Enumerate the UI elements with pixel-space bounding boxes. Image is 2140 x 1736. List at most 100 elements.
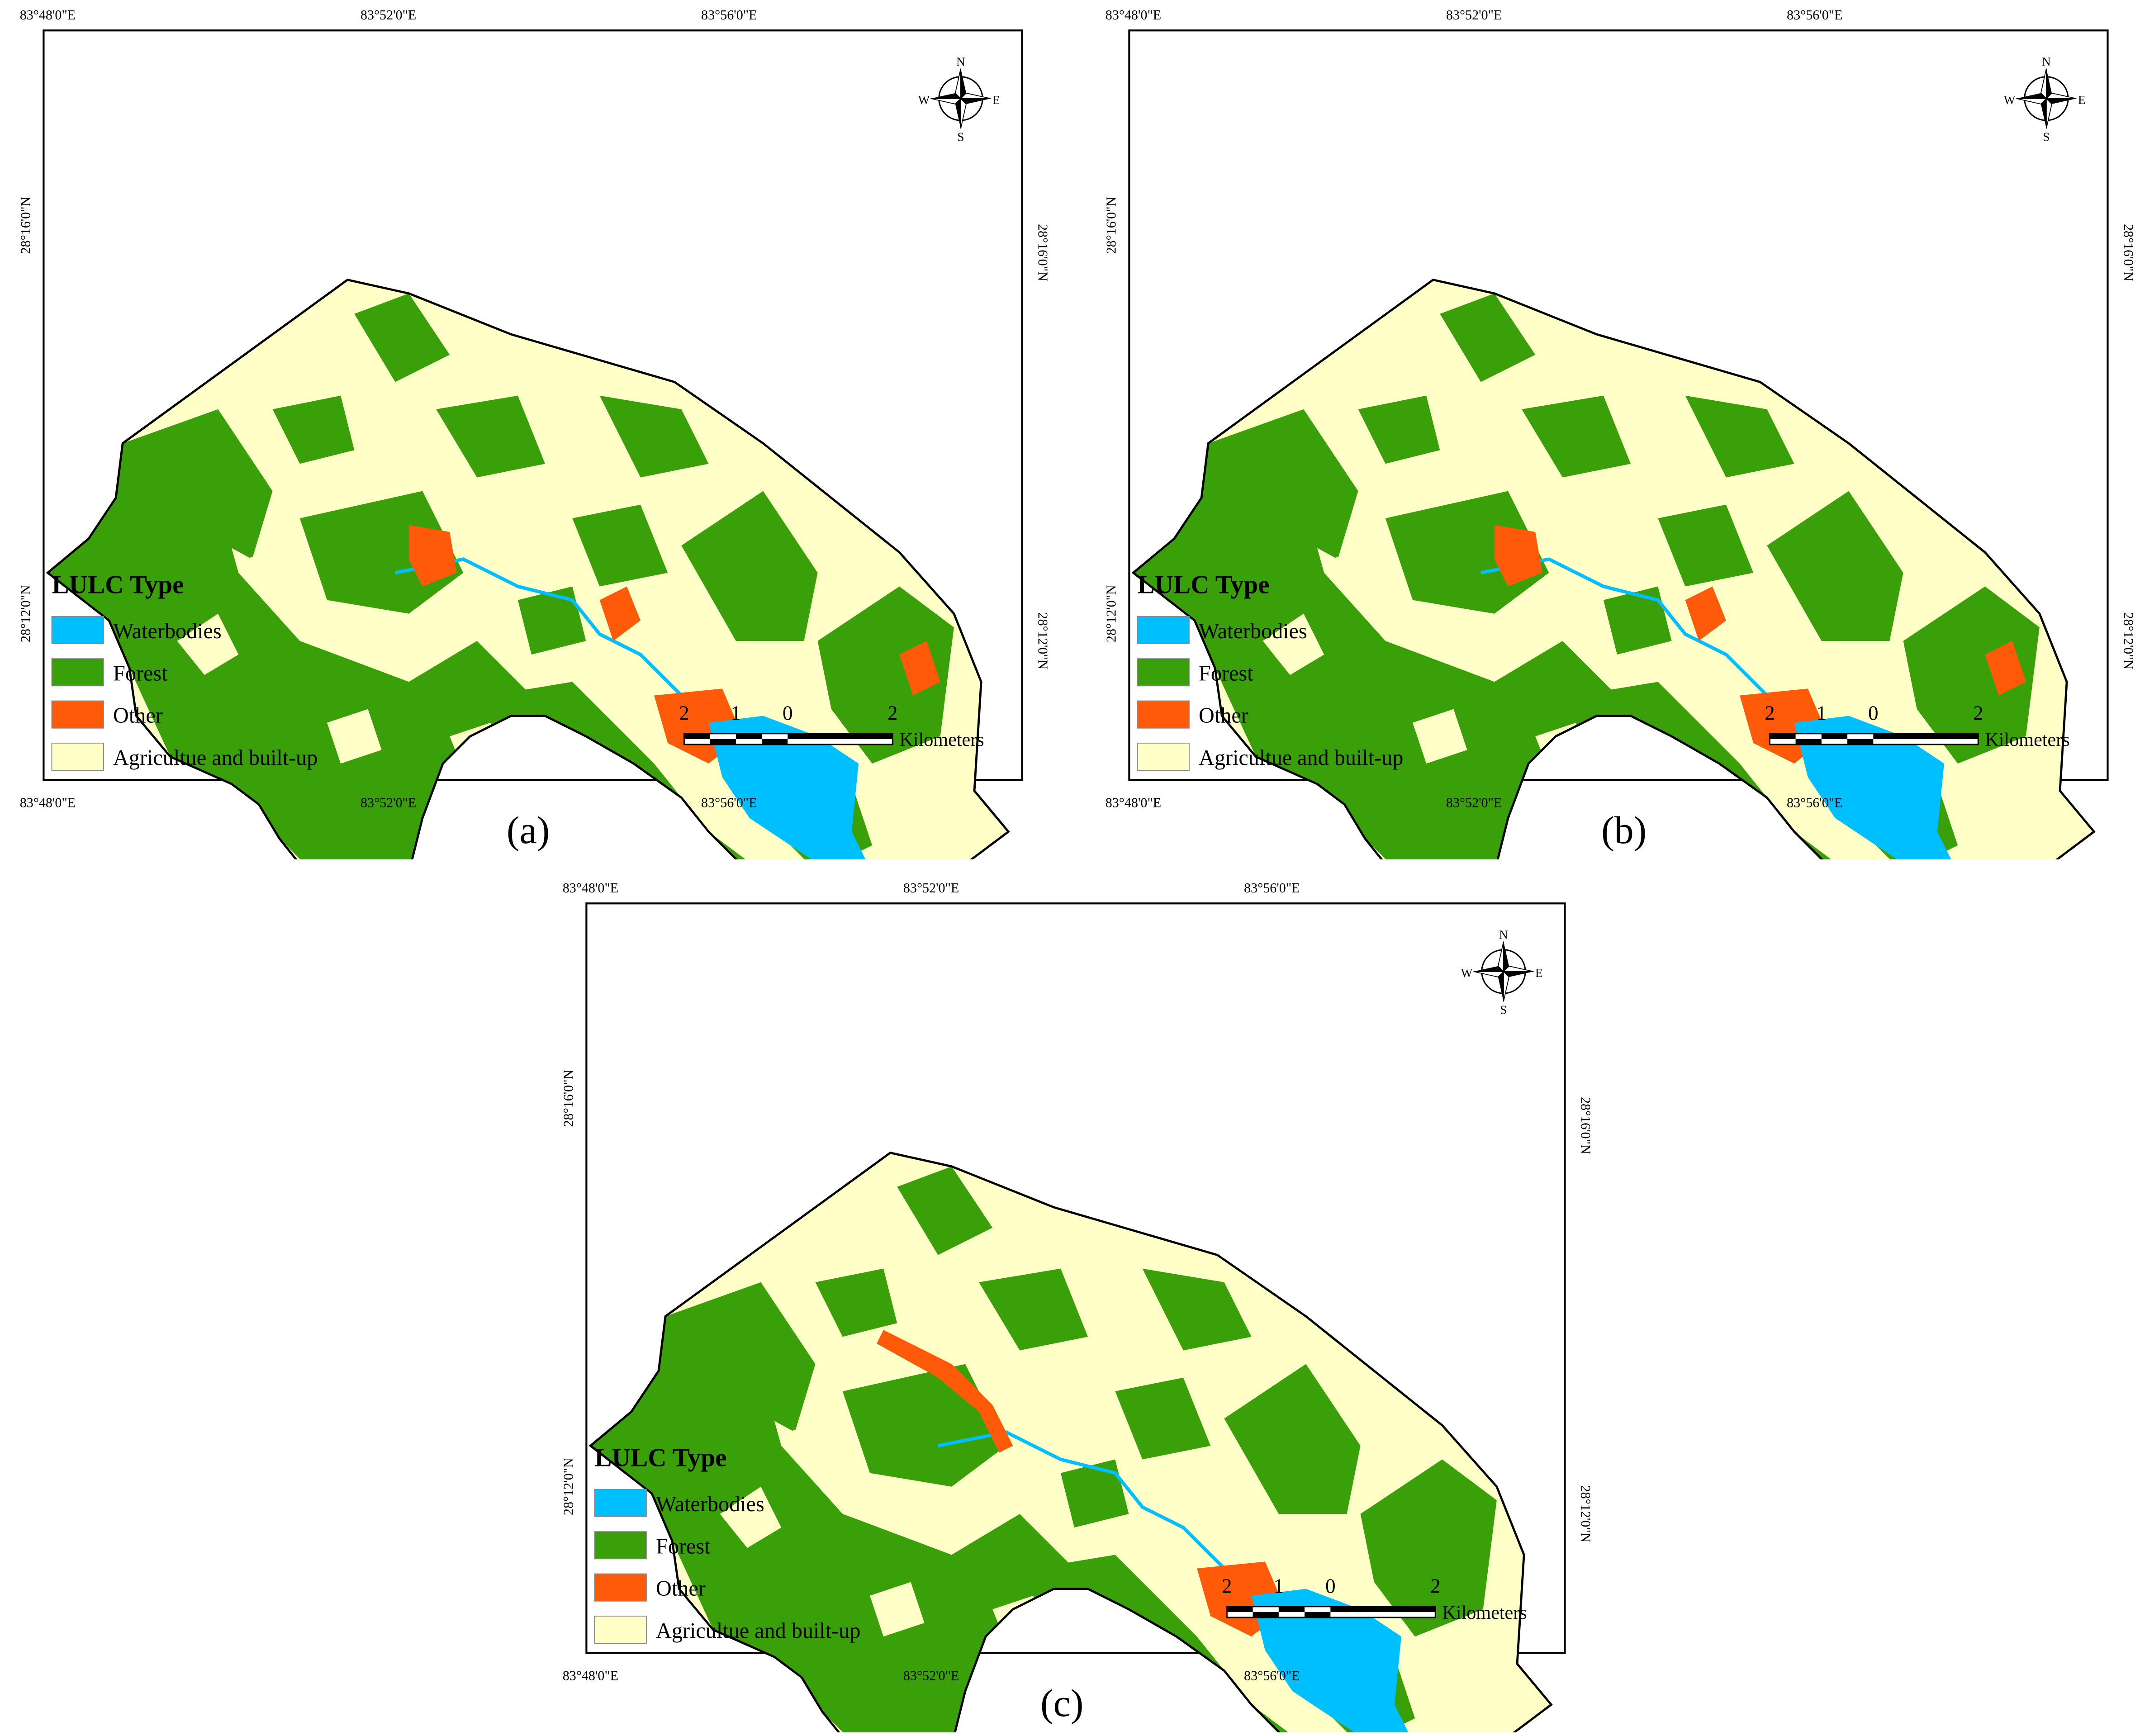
- scale-bar-tick-label: 1: [1274, 1575, 1284, 1598]
- longitude-label-top: 83°52'0"E: [903, 880, 959, 896]
- scale-bar-tick-label: 0: [783, 702, 793, 725]
- forest-patch: [436, 395, 546, 478]
- legend-title: LULC Type: [1137, 571, 1269, 599]
- longitude-label-top: 83°52'0"E: [361, 7, 416, 23]
- lake: [708, 716, 900, 907]
- map-panel-a: 83°48'0"E 83°48'0"E 83°52'0"E 83°52'0"E 83°5…: [0, 0, 1077, 942]
- latitude-label-right: 28°16'0"N: [1578, 1097, 1594, 1154]
- longitude-label-bottom: 83°56'0"E: [701, 795, 757, 811]
- forest-patch: [1360, 1459, 1497, 1637]
- legend-label: Forest: [113, 661, 168, 685]
- scale-bar-tick-label: 1: [1817, 702, 1827, 725]
- compass-e-label: E: [2078, 93, 2086, 107]
- agriculture-patch: [245, 545, 293, 593]
- legend: LULC Type Waterbodies Forest Other Agricultu…: [1137, 571, 1403, 771]
- legend-title: LULC Type: [52, 571, 184, 599]
- compass-w-label: W: [1461, 966, 1473, 980]
- agriculture-patch: [720, 1486, 782, 1548]
- legend-label: Waterbodies: [656, 1492, 764, 1516]
- agriculture-patch: [177, 613, 239, 675]
- agriculture-patch: [327, 709, 382, 764]
- compass-s-label: S: [957, 130, 964, 143]
- legend-swatch: [1137, 743, 1190, 771]
- scale-bar-unit: Kilometers: [1985, 729, 2069, 750]
- forest-patch: [1208, 409, 1358, 560]
- longitude-label-bottom: 83°48'0"E: [20, 795, 76, 811]
- compass-s-label: S: [1500, 1003, 1507, 1016]
- forest-patch: [1142, 1268, 1252, 1351]
- legend-label: Forest: [656, 1534, 711, 1558]
- longitude-label-bottom: 83°52'0"E: [1446, 795, 1502, 811]
- other-landuse-patch: [877, 1330, 1013, 1453]
- forest-patch: [665, 1282, 816, 1432]
- legend-label: Agricultue and built-up: [1199, 746, 1403, 770]
- legend-swatch: [594, 1531, 647, 1560]
- longitude-label-bottom: 83°48'0"E: [1106, 795, 1161, 811]
- scale-bar-tick-label: 2: [1430, 1575, 1441, 1598]
- legend-swatch: [1137, 700, 1190, 729]
- legend-label: Agricultue and built-up: [113, 746, 318, 770]
- forest-patch: [1358, 395, 1440, 464]
- forest-patch: [817, 586, 954, 764]
- forest-patch: [354, 293, 450, 382]
- compass-rose-icon: N S E W: [1461, 928, 1543, 1017]
- latitude-label-right: 28°12'0"N: [1035, 612, 1051, 670]
- longitude-label-top: 83°48'0"E: [563, 880, 618, 896]
- caption-a: (a): [507, 808, 550, 852]
- legend-label: Other: [113, 704, 163, 728]
- legend: LULC Type Waterbodies Forest Other Agricultu…: [51, 571, 318, 771]
- latitude-label-left: 28°12'0"N: [1103, 585, 1119, 642]
- longitude-label-bottom: 83°52'0"E: [903, 1668, 959, 1684]
- latitude-label-right: 28°16'0"N: [1035, 224, 1051, 281]
- longitude-label-top: 83°56'0"E: [1244, 880, 1300, 896]
- other-landuse-patch: [899, 640, 940, 696]
- watershed-boundary: [588, 1152, 1553, 1736]
- longitude-label-top: 83°52'0"E: [1446, 7, 1502, 23]
- scale-bar-unit: Kilometers: [1442, 1602, 1527, 1623]
- watershed-boundary: [1131, 279, 2096, 942]
- scale-bar-tick-label: 2: [1222, 1575, 1232, 1598]
- forest-patch: [517, 586, 586, 655]
- other-landuse-patch: [1985, 640, 2026, 696]
- legend-swatch: [51, 700, 104, 729]
- compass-n-label: N: [956, 55, 965, 69]
- other-landuse-patch: [408, 525, 457, 587]
- river: [937, 1430, 1253, 1597]
- forest-patch: [1224, 1364, 1361, 1514]
- latitude-label-right: 28°12'0"N: [2121, 612, 2136, 670]
- forest-patch: [1658, 504, 1754, 587]
- forest-patch: [1603, 586, 1672, 655]
- scale-bar-unit: Kilometers: [899, 729, 984, 750]
- forest-patch: [599, 395, 709, 478]
- agriculture-patch: [1331, 545, 1379, 593]
- longitude-label-bottom: 83°52'0"E: [361, 795, 416, 811]
- agriculture-patch: [1413, 709, 1467, 764]
- caption-b: (b): [1601, 808, 1647, 852]
- longitude-label-bottom: 83°48'0"E: [563, 1668, 618, 1684]
- map-svg-c: 83°48'0"E 83°48'0"E 83°52'0"E 83°52'0"E 83°5…: [560, 880, 1594, 1736]
- scale-bar-tick-label: 0: [1868, 702, 1879, 725]
- scale-bar-tick-label: 0: [1325, 1575, 1336, 1598]
- forest-patch: [1060, 1459, 1129, 1528]
- scale-bar-tick-label: 2: [679, 702, 689, 725]
- longitude-label-top: 83°48'0"E: [20, 7, 76, 23]
- forest-patch: [897, 1166, 993, 1255]
- longitude-label-top: 83°56'0"E: [1787, 7, 1842, 23]
- agriculture-patch: [1262, 613, 1324, 675]
- legend-label: Forest: [1199, 661, 1253, 685]
- map-svg-b: 83°48'0"E 83°48'0"E 83°52'0"E 83°52'0"E 83°5…: [1103, 7, 2136, 942]
- forest-patch: [1440, 293, 1536, 382]
- compass-w-label: W: [2004, 93, 2016, 107]
- forest-patch: [681, 491, 818, 641]
- latitude-label-left: 28°12'0"N: [560, 1458, 576, 1515]
- agriculture-patch: [788, 1418, 836, 1466]
- forest-patch: [123, 409, 273, 560]
- latitude-label-right: 28°16'0"N: [2121, 224, 2136, 281]
- river: [394, 557, 710, 724]
- caption-c: (c): [1040, 1681, 1084, 1725]
- longitude-label-top: 83°48'0"E: [1106, 7, 1161, 23]
- forest-patch: [979, 1268, 1088, 1351]
- legend: LULC Type Waterbodies Forest Other Agricultu…: [594, 1444, 860, 1644]
